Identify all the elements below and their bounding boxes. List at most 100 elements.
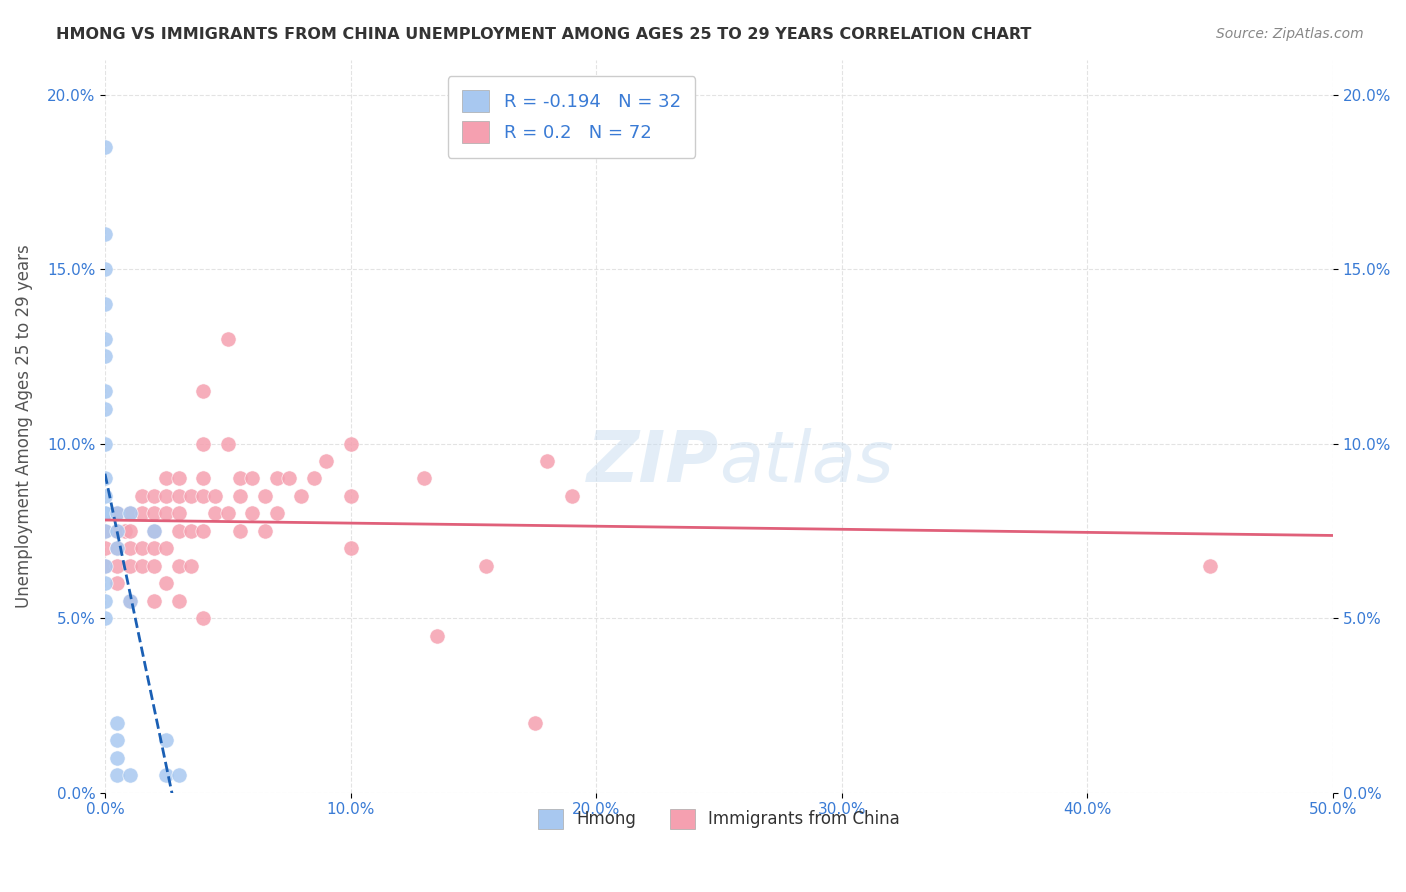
- Point: [118, 524, 141, 538]
- Point: [94, 262, 117, 277]
- Point: [167, 524, 190, 538]
- Point: [143, 524, 166, 538]
- Point: [266, 507, 288, 521]
- Point: [290, 489, 312, 503]
- Point: [1199, 558, 1222, 573]
- Point: [94, 541, 117, 556]
- Point: [131, 489, 153, 503]
- Point: [425, 629, 447, 643]
- Point: [143, 558, 166, 573]
- Point: [94, 297, 117, 311]
- Point: [143, 593, 166, 607]
- Point: [94, 384, 117, 399]
- Point: [118, 558, 141, 573]
- Point: [143, 524, 166, 538]
- Point: [253, 524, 276, 538]
- Point: [217, 332, 239, 346]
- Point: [105, 507, 128, 521]
- Point: [155, 471, 177, 485]
- Point: [413, 471, 436, 485]
- Point: [118, 593, 141, 607]
- Point: [193, 489, 215, 503]
- Point: [240, 471, 263, 485]
- Point: [143, 507, 166, 521]
- Point: [94, 507, 117, 521]
- Point: [167, 593, 190, 607]
- Point: [217, 436, 239, 450]
- Point: [193, 436, 215, 450]
- Legend: Hmong, Immigrants from China: Hmong, Immigrants from China: [531, 802, 907, 836]
- Point: [339, 541, 361, 556]
- Point: [180, 524, 202, 538]
- Point: [94, 227, 117, 241]
- Point: [339, 436, 361, 450]
- Point: [94, 576, 117, 591]
- Point: [180, 489, 202, 503]
- Point: [94, 524, 117, 538]
- Point: [105, 750, 128, 764]
- Point: [193, 384, 215, 399]
- Point: [155, 576, 177, 591]
- Point: [229, 489, 252, 503]
- Point: [105, 768, 128, 782]
- Point: [94, 507, 117, 521]
- Point: [105, 576, 128, 591]
- Point: [204, 489, 226, 503]
- Point: [143, 541, 166, 556]
- Point: [94, 593, 117, 607]
- Point: [94, 558, 117, 573]
- Point: [204, 507, 226, 521]
- Point: [118, 768, 141, 782]
- Point: [561, 489, 583, 503]
- Point: [118, 541, 141, 556]
- Point: [94, 524, 117, 538]
- Point: [180, 558, 202, 573]
- Point: [105, 558, 128, 573]
- Point: [131, 541, 153, 556]
- Point: [193, 611, 215, 625]
- Point: [143, 489, 166, 503]
- Point: [105, 733, 128, 747]
- Point: [114, 524, 136, 538]
- Point: [302, 471, 325, 485]
- Text: atlas: atlas: [718, 428, 894, 497]
- Point: [536, 454, 558, 468]
- Point: [193, 471, 215, 485]
- Point: [118, 593, 141, 607]
- Point: [131, 507, 153, 521]
- Point: [105, 524, 128, 538]
- Point: [94, 140, 117, 154]
- Point: [240, 507, 263, 521]
- Point: [105, 541, 128, 556]
- Point: [523, 715, 546, 730]
- Point: [105, 507, 128, 521]
- Point: [155, 733, 177, 747]
- Point: [474, 558, 496, 573]
- Text: ZIP: ZIP: [586, 428, 718, 497]
- Point: [94, 332, 117, 346]
- Point: [118, 507, 141, 521]
- Point: [94, 349, 117, 363]
- Y-axis label: Unemployment Among Ages 25 to 29 years: Unemployment Among Ages 25 to 29 years: [15, 244, 32, 608]
- Point: [105, 524, 128, 538]
- Point: [155, 507, 177, 521]
- Point: [94, 436, 117, 450]
- Point: [94, 401, 117, 416]
- Text: HMONG VS IMMIGRANTS FROM CHINA UNEMPLOYMENT AMONG AGES 25 TO 29 YEARS CORRELATIO: HMONG VS IMMIGRANTS FROM CHINA UNEMPLOYM…: [56, 27, 1032, 42]
- Point: [131, 558, 153, 573]
- Point: [266, 471, 288, 485]
- Point: [278, 471, 301, 485]
- Text: Source: ZipAtlas.com: Source: ZipAtlas.com: [1216, 27, 1364, 41]
- Point: [217, 507, 239, 521]
- Point: [94, 558, 117, 573]
- Point: [155, 541, 177, 556]
- Point: [229, 471, 252, 485]
- Point: [167, 471, 190, 485]
- Point: [94, 611, 117, 625]
- Point: [118, 507, 141, 521]
- Point: [105, 715, 128, 730]
- Point: [155, 489, 177, 503]
- Point: [94, 489, 117, 503]
- Point: [167, 507, 190, 521]
- Point: [339, 489, 361, 503]
